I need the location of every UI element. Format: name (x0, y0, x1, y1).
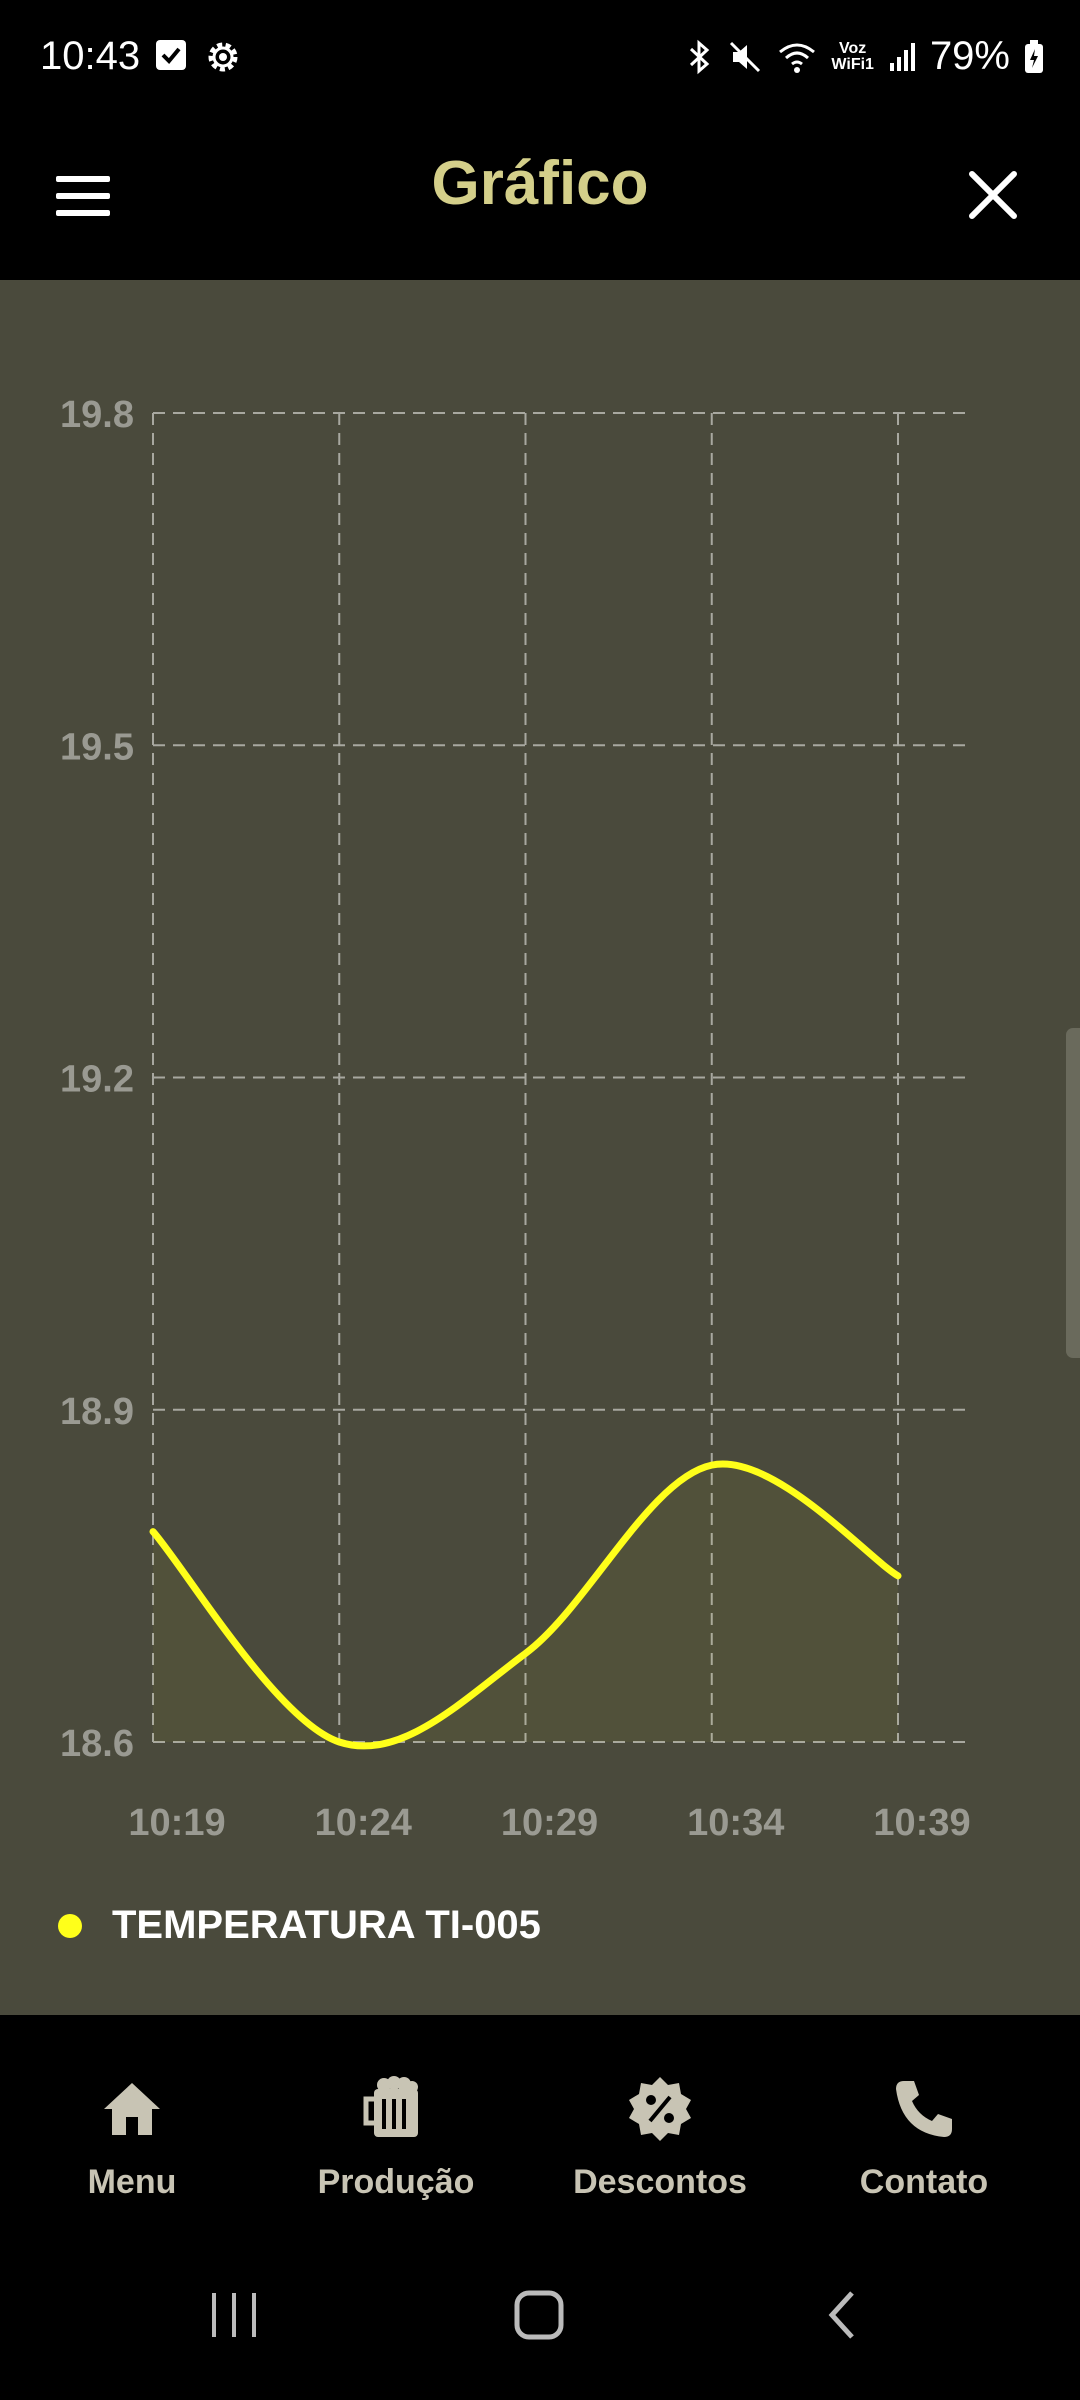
nav-label: Produção (317, 2163, 475, 2201)
scrollbar-thumb[interactable] (1066, 1028, 1080, 1358)
battery-percent: 79% (929, 34, 1010, 78)
status-right-icons: Voz WiFi1 79% (687, 34, 1044, 79)
app-bar: Gráfico (0, 120, 1080, 280)
bottom-navigation: Menu Produção Descontos Contato (0, 2015, 1080, 2230)
nav-label: Contato (859, 2163, 989, 2201)
y-tick-label: 18.9 (60, 1391, 134, 1433)
home-button-icon[interactable] (512, 2285, 568, 2345)
status-left-icons (154, 38, 242, 76)
data-point (335, 1738, 343, 1746)
x-tick-label: 10:29 (501, 1802, 598, 1844)
checkbox-icon (156, 40, 186, 70)
nav-item-descontos[interactable]: Descontos (528, 2015, 792, 2230)
data-point (894, 1572, 902, 1580)
chart-area: 19.8 19.5 19.2 18.9 18.6 10:19 10:24 10:29 10:34… (0, 280, 1080, 2015)
discount-badge-icon (629, 2077, 691, 2141)
nav-item-menu[interactable]: Menu (0, 2015, 264, 2230)
recent-apps-icon[interactable] (208, 2285, 260, 2345)
data-point (522, 1649, 530, 1657)
legend-color-dot (58, 1913, 82, 1938)
nav-item-producao[interactable]: Produção (264, 2015, 528, 2230)
nav-label: Menu (87, 2163, 177, 2201)
back-button-icon[interactable] (822, 2285, 862, 2345)
battery-icon (1025, 39, 1043, 73)
series-area (153, 1464, 898, 1746)
y-tick-label: 18.6 (60, 1723, 134, 1765)
status-bar: 10:43 Voz WiFi1 (0, 0, 1080, 120)
system-navigation-bar (0, 2230, 1080, 2400)
settings-gear-icon (208, 42, 238, 72)
x-tick-label: 10:39 (873, 1802, 970, 1844)
data-point (708, 1461, 716, 1469)
phone-icon (896, 2081, 952, 2137)
y-tick-label: 19.5 (60, 726, 134, 768)
signal-icon (889, 42, 915, 71)
close-icon[interactable] (958, 160, 1028, 230)
status-time: 10:43 (40, 34, 141, 78)
y-tick-label: 19.8 (60, 394, 134, 436)
hamburger-menu-icon[interactable] (52, 164, 116, 228)
chart-legend: TEMPERATURA TI-005 (58, 1903, 541, 1948)
nav-label: Descontos (573, 2163, 747, 2201)
wifi-calling-icon (779, 43, 816, 73)
x-tick-label: 10:19 (128, 1802, 225, 1844)
wifi-calling-label: Voz WiFi1 (831, 39, 874, 73)
line-chart: 19.8 19.5 19.2 18.9 18.6 10:19 10:24 10:29 10:34… (60, 394, 971, 1844)
nav-item-contato[interactable]: Contato (792, 2015, 1056, 2230)
series-line (149, 1460, 902, 1750)
legend-label: TEMPERATURA TI-005 (112, 1903, 541, 1947)
x-tick-label: 10:34 (687, 1802, 784, 1844)
data-point (149, 1528, 157, 1536)
y-tick-label: 19.2 (60, 1059, 134, 1101)
home-icon (104, 2083, 160, 2135)
page-title: Gráfico (431, 149, 649, 218)
beer-mug-icon (363, 2076, 418, 2137)
bluetooth-icon (690, 39, 710, 74)
x-tick-label: 10:24 (315, 1802, 412, 1844)
mute-icon (730, 41, 761, 72)
